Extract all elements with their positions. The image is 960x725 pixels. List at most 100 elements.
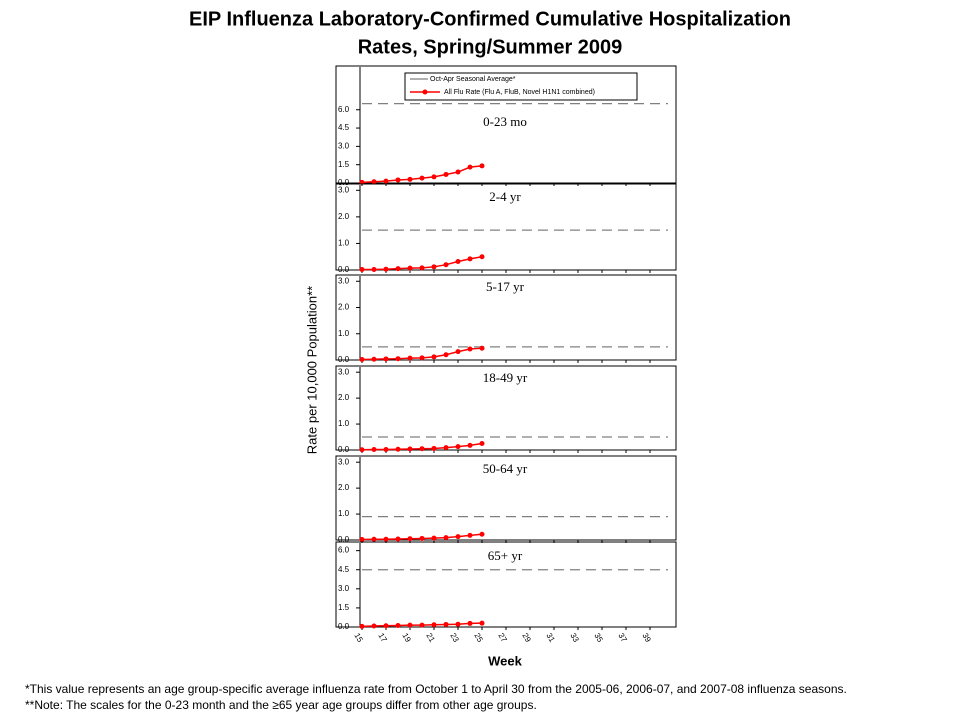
rate-point bbox=[371, 179, 377, 185]
y-tick-label: 1.0 bbox=[338, 239, 350, 248]
x-tick-label: 39 bbox=[640, 632, 653, 645]
rate-point bbox=[407, 176, 413, 182]
rate-point bbox=[407, 536, 413, 542]
rate-point bbox=[407, 265, 413, 271]
y-tick-label: 0.0 bbox=[338, 445, 350, 454]
rate-point bbox=[383, 178, 389, 184]
rate-point bbox=[359, 266, 365, 272]
rate-point bbox=[479, 345, 485, 351]
rate-point bbox=[455, 621, 461, 627]
y-tick-label: 1.0 bbox=[338, 509, 350, 518]
y-tick-label: 0.0 bbox=[338, 535, 350, 544]
rate-point bbox=[431, 264, 437, 270]
rate-point bbox=[395, 266, 401, 272]
chart-title: EIP Influenza Laboratory-Confirmed Cumul… bbox=[189, 8, 791, 30]
y-tick-label: 3.0 bbox=[338, 185, 350, 194]
rate-point bbox=[455, 444, 461, 450]
x-tick-label: 15 bbox=[352, 632, 365, 645]
rate-point bbox=[419, 355, 425, 361]
rate-point bbox=[419, 175, 425, 181]
rate-point bbox=[467, 532, 473, 538]
rate-point bbox=[419, 446, 425, 452]
y-tick-label: 3.0 bbox=[338, 367, 350, 376]
rate-point bbox=[479, 441, 485, 447]
y-tick-label: 2.0 bbox=[338, 483, 350, 492]
rate-point bbox=[431, 445, 437, 451]
x-tick-label: 21 bbox=[424, 632, 437, 645]
panel-subtitle: 0-23 mo bbox=[483, 114, 527, 129]
x-tick-label: 17 bbox=[376, 632, 389, 645]
rate-point bbox=[371, 266, 377, 272]
rate-point bbox=[383, 356, 389, 362]
rate-point bbox=[407, 355, 413, 361]
footnote: **Note: The scales for the 0-23 month an… bbox=[25, 698, 537, 712]
x-tick-label: 23 bbox=[448, 632, 461, 645]
y-tick-label: 6.0 bbox=[338, 105, 350, 114]
panel-subtitle: 5-17 yr bbox=[486, 279, 525, 294]
panel-subtitle: 2-4 yr bbox=[489, 189, 521, 204]
rate-point bbox=[431, 354, 437, 360]
panel-subtitle: 18-49 yr bbox=[483, 370, 528, 385]
rate-point bbox=[359, 536, 365, 542]
y-tick-label: 1.5 bbox=[338, 160, 350, 169]
rate-point bbox=[455, 534, 461, 540]
rate-point bbox=[359, 356, 365, 362]
rate-point bbox=[371, 536, 377, 542]
rate-point bbox=[359, 623, 365, 629]
rate-point bbox=[359, 447, 365, 453]
rate-point bbox=[431, 622, 437, 628]
rate-point bbox=[443, 352, 449, 358]
x-axis-label: Week bbox=[488, 653, 522, 668]
y-tick-label: 3.0 bbox=[338, 584, 350, 593]
x-tick-label: 27 bbox=[496, 632, 509, 645]
rate-point bbox=[443, 262, 449, 268]
chart-title: Rates, Spring/Summer 2009 bbox=[358, 36, 623, 58]
panel-subtitle: 50-64 yr bbox=[483, 461, 528, 476]
y-tick-label: 2.0 bbox=[338, 303, 350, 312]
rate-point bbox=[443, 445, 449, 451]
legend-swatch bbox=[422, 89, 428, 95]
rate-point bbox=[407, 622, 413, 628]
x-tick-label: 19 bbox=[400, 632, 413, 645]
rate-point bbox=[455, 169, 461, 175]
y-tick-label: 0.0 bbox=[338, 265, 350, 274]
y-tick-label: 0.0 bbox=[338, 622, 350, 631]
rate-point bbox=[479, 620, 485, 626]
x-tick-label: 37 bbox=[616, 632, 629, 645]
rate-point bbox=[431, 174, 437, 180]
rate-point bbox=[467, 164, 473, 170]
rate-point bbox=[455, 259, 461, 264]
rate-point bbox=[467, 442, 473, 448]
x-tick-label: 25 bbox=[472, 632, 485, 645]
y-tick-label: 1.5 bbox=[338, 603, 350, 612]
y-tick-label: 0.0 bbox=[338, 355, 350, 364]
rate-point bbox=[395, 536, 401, 542]
rate-point bbox=[383, 623, 389, 629]
rate-point bbox=[383, 266, 389, 272]
y-tick-label: 1.0 bbox=[338, 329, 350, 338]
rate-point bbox=[467, 256, 473, 262]
y-tick-label: 4.5 bbox=[338, 123, 350, 132]
y-tick-label: 4.5 bbox=[338, 565, 350, 574]
rate-point bbox=[395, 446, 401, 452]
x-tick-label: 29 bbox=[520, 632, 533, 645]
rate-point bbox=[479, 163, 485, 169]
rate-point bbox=[419, 622, 425, 628]
rate-point bbox=[371, 623, 377, 629]
panel-subtitle: 65+ yr bbox=[488, 548, 523, 563]
y-axis-label: Rate per 10,000 Population** bbox=[304, 286, 319, 454]
y-tick-label: 3.0 bbox=[338, 276, 350, 285]
rate-point bbox=[419, 265, 425, 271]
rate-point bbox=[443, 535, 449, 541]
y-tick-label: 3.0 bbox=[338, 457, 350, 466]
y-tick-label: 0.0 bbox=[338, 178, 350, 187]
rate-point bbox=[395, 622, 401, 628]
y-tick-label: 2.0 bbox=[338, 393, 350, 402]
rate-point bbox=[407, 446, 413, 452]
rate-point bbox=[479, 531, 485, 537]
rate-point bbox=[479, 254, 485, 260]
y-tick-label: 2.0 bbox=[338, 212, 350, 221]
y-tick-label: 3.0 bbox=[338, 141, 350, 150]
